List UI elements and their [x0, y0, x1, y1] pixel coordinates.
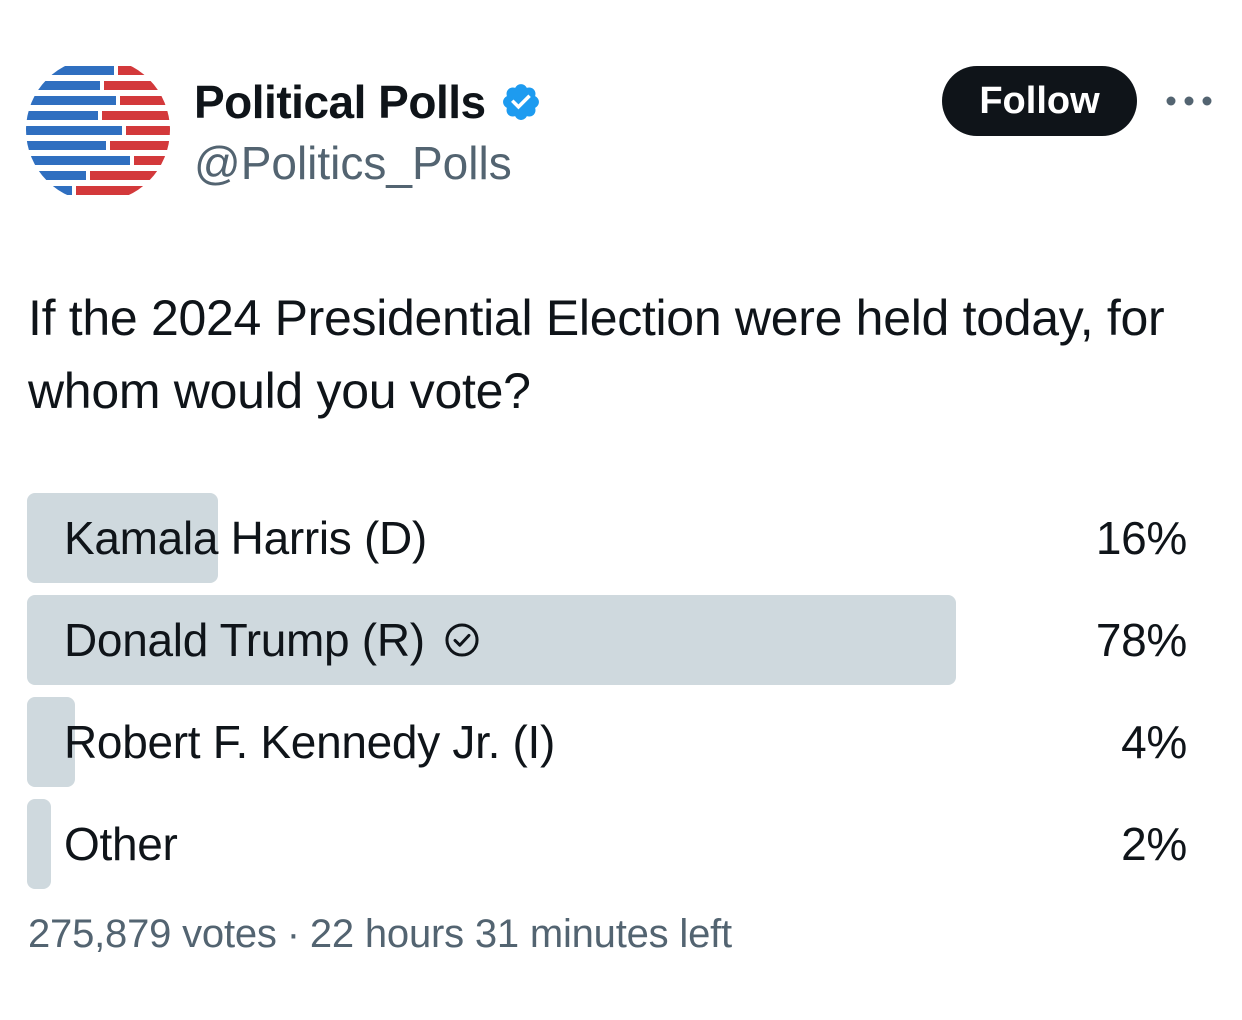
poll-option-percent: 78% [1095, 614, 1187, 666]
poll-result-bar [27, 799, 51, 889]
poll: Kamala Harris (D) 16% Donald Trump (R) 7… [27, 493, 1187, 889]
flag-stripes-avatar-icon [26, 58, 170, 202]
poll-result-bar [27, 493, 218, 583]
poll-option-percent: 4% [1121, 716, 1187, 768]
follow-button[interactable]: Follow [942, 66, 1137, 136]
poll-option-label-wrap: Robert F. Kennedy Jr. (I) [64, 697, 555, 787]
author-name-row: Political Polls [194, 74, 542, 130]
poll-option: Donald Trump (R) 78% [27, 595, 1187, 685]
poll-option: Robert F. Kennedy Jr. (I) 4% [27, 697, 1187, 787]
tweet-text: If the 2024 Presidential Election were h… [28, 290, 1165, 419]
poll-meta: 275,879 votes · 22 hours 31 minutes left [28, 912, 732, 957]
poll-option-label: Kamala Harris (D) [64, 512, 427, 564]
poll-time-left: 22 hours 31 minutes left [309, 912, 732, 956]
poll-option-label: Donald Trump (R) [64, 614, 425, 666]
poll-option-label-wrap: Other [64, 799, 178, 889]
poll-result-bar [27, 595, 956, 685]
poll-vote-count: 275,879 votes [28, 912, 277, 956]
more-horizontal-icon[interactable] [1162, 86, 1216, 116]
poll-option-label: Robert F. Kennedy Jr. (I) [64, 716, 556, 768]
poll-option-label-wrap: Kamala Harris (D) [64, 493, 427, 583]
poll-option-percent: 16% [1095, 512, 1187, 564]
poll-option: Other 2% [27, 799, 1187, 889]
poll-option-label-wrap: Donald Trump (R) [64, 595, 481, 685]
avatar[interactable] [26, 58, 170, 202]
poll-option-label: Other [64, 818, 178, 870]
verified-badge-icon[interactable] [500, 81, 542, 123]
poll-meta-separator: · [286, 912, 300, 956]
poll-option-percent: 2% [1121, 818, 1187, 870]
user-handle[interactable]: @Politics_Polls [194, 137, 512, 189]
poll-option: Kamala Harris (D) 16% [27, 493, 1187, 583]
poll-result-bar [27, 697, 75, 787]
check-circle-icon [443, 621, 481, 659]
display-name[interactable]: Political Polls [194, 76, 486, 128]
